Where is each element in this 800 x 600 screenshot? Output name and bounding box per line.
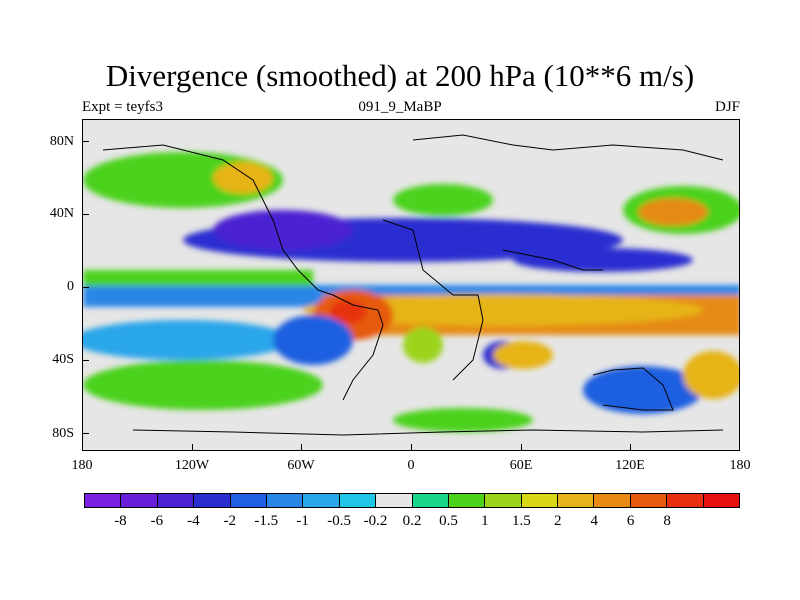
experiment-label: Expt = teyfs3 [82,99,163,115]
colorbar-label: 1 [481,513,489,529]
lon-tick-120e: 120E [615,458,645,473]
lat-tick-80n: 80N [49,134,74,149]
colorbar-swatch [121,494,158,507]
lat-tickmark [82,433,89,434]
colorbar-swatch [157,494,195,507]
lon-tick-60w: 60W [287,458,315,473]
colorbar-swatch [303,494,340,507]
lon-tickmark [521,444,522,451]
coastlines [102,134,724,436]
colorbar-label: 2 [554,513,562,529]
lat-tickmark [82,141,89,142]
colorbar-label: 6 [626,513,635,529]
run-id-label: 091_9_MaBP [358,99,442,115]
lon-tick-180e: 180 [729,458,751,473]
divergence-field [83,152,739,432]
colorbar-label: 1.5 [511,513,531,529]
colorbar-label: 0.2 [402,513,422,529]
colorbar-swatch [376,494,413,507]
season-label: DJF [714,99,740,115]
lon-tickmark [411,444,412,451]
lat-tick-40n: 40N [49,206,74,221]
lon-tick-180w: 180 [71,458,93,473]
lat-tick-80s: 80S [52,426,74,441]
colorbar-swatch [412,494,449,507]
colorbar-swatch [339,494,377,507]
lon-tick-60e: 60E [509,458,533,473]
colorbar-swatch [521,494,559,507]
colorbar-label: -2 [223,513,237,529]
colorbar-label: -0.5 [327,513,351,529]
colorbar-label: 8 [663,513,671,529]
plot-title: Divergence (smoothed) at 200 hPa (10**6 … [105,58,695,93]
colorbar-label: 0.5 [439,513,458,529]
colorbar-swatch [594,494,631,507]
colorbar-swatch [194,494,231,507]
lon-tick-120w: 120W [174,458,210,473]
colorbar-swatch [703,494,740,507]
colorbar-swatch [230,494,267,507]
colorbar-swatch [558,494,595,507]
colorbar-swatch [85,494,122,507]
colorbar-swatch [667,494,704,507]
colorbar-label: -6 [150,513,164,529]
lon-tickmark [192,444,193,451]
lat-tickmark [82,287,89,288]
colorbar-swatch [630,494,668,507]
lat-tick-0: 0 [67,279,74,294]
lon-tickmark [630,444,631,451]
map-field [83,134,739,436]
colorbar-label: -8 [114,513,127,529]
colorbar-swatch [266,494,304,507]
lat-tick-40s: 40S [52,352,74,367]
colorbar [84,493,740,508]
colorbar-label: -1.5 [254,513,279,529]
colorbar-label: -4 [187,513,200,529]
colorbar-label: -0.2 [363,513,388,529]
divergence-map [82,119,740,451]
colorbar-swatch [485,494,522,507]
lat-tickmark [82,214,89,215]
lon-tick-0: 0 [407,458,415,473]
lat-tickmark [82,360,89,361]
colorbar-label: 4 [590,513,598,529]
colorbar-swatch [448,494,486,507]
colorbar-label: -1 [296,513,309,529]
lon-tickmark [301,444,302,451]
